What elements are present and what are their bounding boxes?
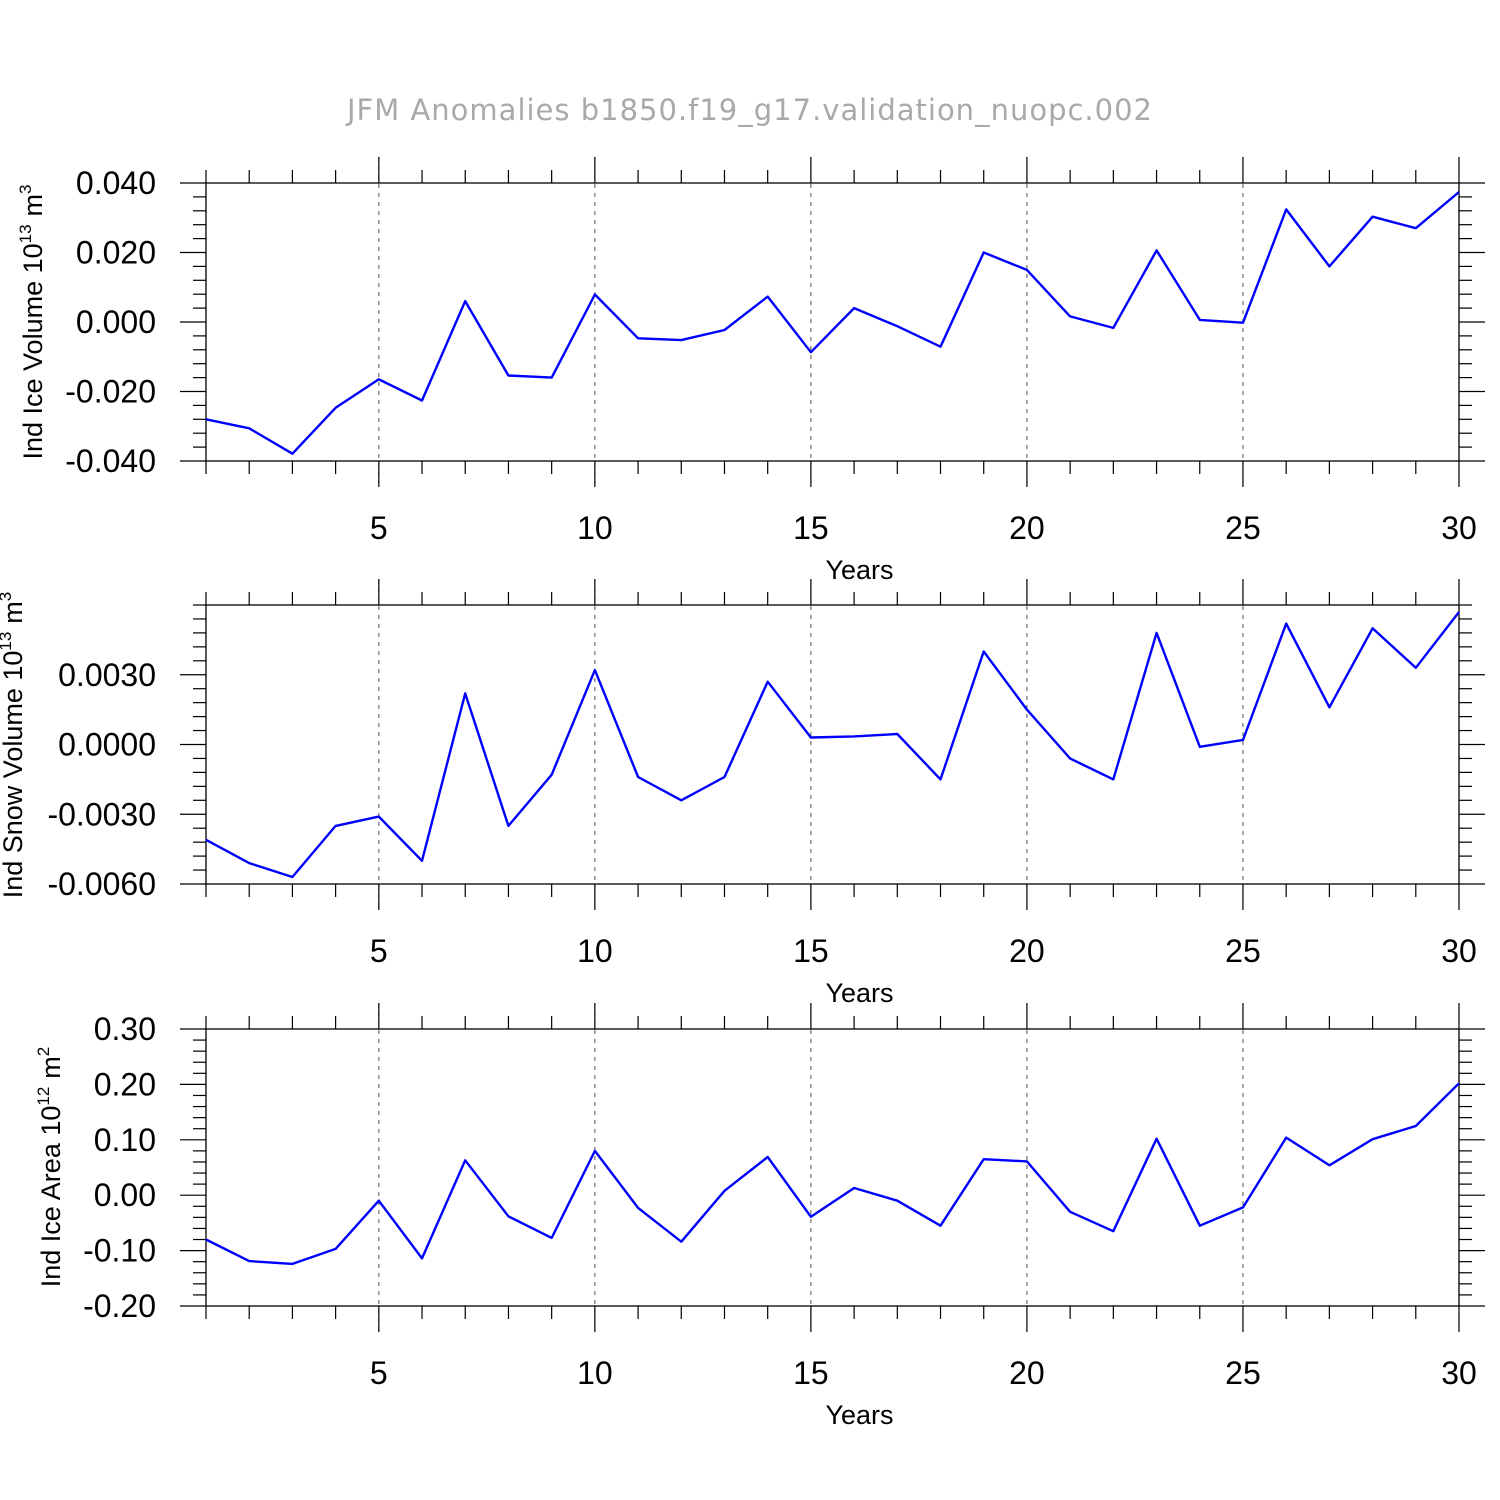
y-tick-label: 0.00	[94, 1177, 156, 1213]
series-line	[205, 1082, 1460, 1266]
y-axis-label: Ind Snow Volume 1013 m3	[0, 592, 28, 899]
y-axis-label-main: Ind Ice Area 10	[36, 1106, 66, 1288]
x-axis-label: Years	[825, 555, 893, 585]
x-tick-label: 10	[577, 510, 613, 546]
y-axis-label-exp: 12	[34, 1087, 53, 1106]
y-axis-label: Ind Ice Volume 1013 m3	[16, 184, 48, 459]
x-tick-label: 20	[1009, 933, 1045, 969]
plot-frame	[205, 182, 1460, 462]
y-axis-label-unit-exp: 3	[0, 592, 15, 601]
x-tick-label: 25	[1225, 1355, 1261, 1391]
x-tick-label: 25	[1225, 510, 1261, 546]
y-tick-label: -0.10	[83, 1233, 156, 1269]
x-tick-label: 5	[370, 510, 388, 546]
x-axis-label: Years	[825, 1400, 893, 1430]
x-tick-label: 30	[1441, 933, 1477, 969]
y-axis-label-unit: m	[36, 1056, 66, 1079]
y-axis-label-unit: m	[18, 194, 48, 217]
x-tick-label: 10	[577, 1355, 613, 1391]
x-tick-label: 15	[793, 1355, 829, 1391]
y-tick-label: -0.040	[65, 443, 156, 479]
x-tick-label: 15	[793, 933, 829, 969]
y-axis-label-unit-exp: 3	[16, 184, 35, 193]
y-tick-label: 0.0000	[58, 727, 156, 763]
x-tick-label: 5	[370, 933, 388, 969]
x-tick-label: 15	[793, 510, 829, 546]
panel-1: 5 10 15 20 25 30 Years -0.040 -0.020 0.000 0.020 0.…	[16, 157, 1485, 585]
panel-2: 5 10 15 20 25 30 Years -0.0060 -0.0030 0.0000 0.00…	[0, 579, 1485, 1008]
y-axis-label-main: Ind Ice Volume 10	[18, 243, 48, 459]
x-tick-label: 30	[1441, 510, 1477, 546]
y-tick-label: -0.0060	[47, 866, 156, 902]
series-line	[205, 611, 1460, 879]
y-tick-label: 0.10	[94, 1122, 156, 1158]
plot-frame	[205, 604, 1460, 885]
y-tick-label: -0.20	[83, 1288, 156, 1324]
panel-3: 5 10 15 20 25 30 Years -0.20 -0.10 0.00 0.10 0.20 0.…	[34, 1003, 1485, 1430]
y-tick-label: -0.020	[65, 374, 156, 410]
x-tick-label: 30	[1441, 1355, 1477, 1391]
x-axis-label: Years	[825, 978, 893, 1008]
plot-frame	[205, 1028, 1460, 1307]
y-tick-label: 0.040	[76, 165, 156, 201]
y-tick-label: 0.020	[76, 235, 156, 271]
x-tick-label: 20	[1009, 1355, 1045, 1391]
y-axis-label-main: Ind Snow Volume 10	[0, 651, 28, 899]
y-axis-label-exp: 13	[16, 224, 35, 243]
chart-title: JFM Anomalies b1850.f19_g17.validation_n…	[345, 93, 1153, 127]
y-axis-label: Ind Ice Area 1012 m2	[34, 1047, 66, 1288]
y-tick-label: 0.30	[94, 1011, 156, 1047]
series-line	[205, 191, 1460, 455]
y-axis-label-exp: 13	[0, 632, 15, 651]
y-axis-label-unit: m	[0, 601, 28, 624]
x-tick-label: 25	[1225, 933, 1261, 969]
y-axis-label-unit-exp: 2	[34, 1047, 53, 1056]
y-tick-label: -0.0030	[47, 796, 156, 832]
x-tick-label: 5	[370, 1355, 388, 1391]
x-tick-label: 20	[1009, 510, 1045, 546]
y-tick-label: 0.000	[76, 304, 156, 340]
x-tick-label: 10	[577, 933, 613, 969]
y-tick-label: 0.0030	[58, 657, 156, 693]
y-tick-label: 0.20	[94, 1066, 156, 1102]
